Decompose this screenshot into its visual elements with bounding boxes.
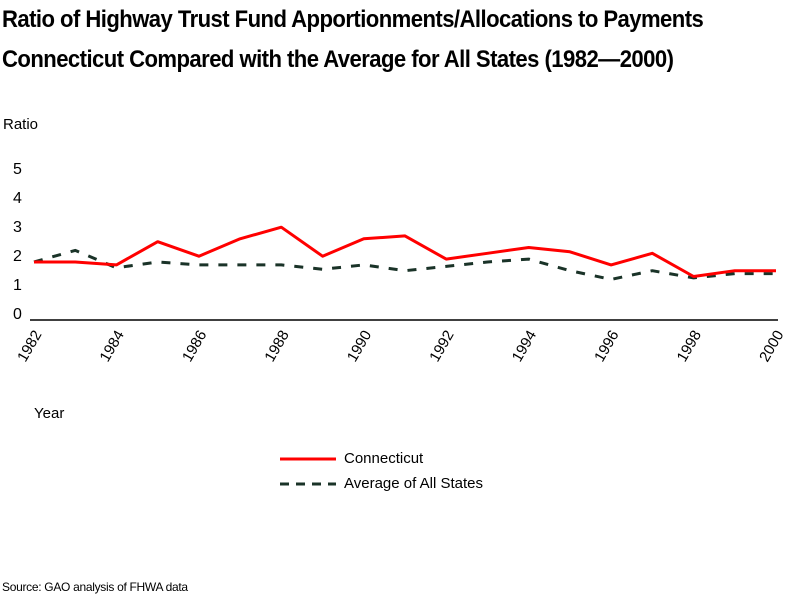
legend-swatch-average: [280, 482, 336, 485]
source-note: Source: GAO analysis of FHWA data: [2, 580, 188, 594]
x-axis-label: Year: [34, 405, 65, 422]
series-lines: [33, 225, 776, 281]
legend-label-average: Average of All States: [344, 475, 483, 492]
x-tick-label: 1990: [344, 328, 375, 365]
legend: Connecticut Average of All States: [280, 446, 483, 496]
series-line-average-of-all-states: [33, 248, 776, 281]
y-tick-labels: 0 1 2 3 4 5: [13, 161, 22, 323]
y-tick-label: 0: [13, 306, 22, 323]
y-axis-label: Ratio: [3, 116, 39, 133]
x-tick-label: 1992: [426, 328, 457, 365]
x-tick-label: 1988: [261, 328, 292, 365]
legend-item-average: Average of All States: [280, 471, 483, 496]
y-tick-label: 4: [13, 190, 22, 207]
y-tick-label: 3: [13, 219, 22, 236]
y-tick-label: 2: [13, 248, 22, 265]
chart-subtitle: Connecticut Compared with the Average fo…: [2, 46, 674, 73]
legend-label-connecticut: Connecticut: [344, 450, 424, 467]
y-tick-label: 1: [13, 277, 22, 294]
legend-swatch-connecticut: [280, 457, 336, 460]
x-tick-label: 2000: [756, 328, 787, 365]
y-tick-label: 5: [13, 161, 22, 178]
chart-title: Ratio of Highway Trust Fund Apportionmen…: [2, 6, 704, 33]
x-tick-label: 1982: [14, 328, 45, 365]
series-line-connecticut: [34, 225, 776, 278]
legend-item-connecticut: Connecticut: [280, 446, 483, 471]
x-tick-label: 1984: [96, 328, 127, 365]
x-tick-labels: 1982 1984 1986 1988 1990 1992 1994 1996 1998 2000: [14, 328, 787, 365]
x-tick-label: 1994: [509, 328, 540, 365]
x-tick-label: 1996: [591, 328, 622, 365]
x-tick-label: 1986: [179, 328, 210, 365]
x-tick-label: 1998: [674, 328, 705, 365]
